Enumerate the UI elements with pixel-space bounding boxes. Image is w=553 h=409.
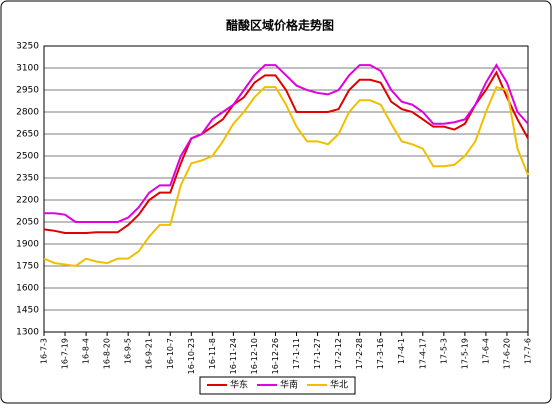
legend-box <box>199 376 356 395</box>
x-tick-label: 17-2-12 <box>334 338 343 369</box>
series-line <box>43 85 529 268</box>
y-tick-label: 2500 <box>16 152 39 162</box>
series-line <box>44 63 529 223</box>
x-tick-label: 17-4-17 <box>418 338 427 369</box>
x-tick-label: 16-11-24 <box>229 338 238 374</box>
y-tick-label: 1450 <box>16 306 39 316</box>
x-tick-label: 16-9-21 <box>145 338 154 369</box>
y-tick-label: 2800 <box>16 108 39 118</box>
y-tick-label: 1750 <box>16 262 39 272</box>
y-tick-label: 1600 <box>16 284 39 294</box>
legend-label: 华南 <box>280 379 298 391</box>
x-tick-label: 17-6-4 <box>481 338 490 364</box>
x-tick-label: 16-8-20 <box>103 338 112 369</box>
y-tick-label: 2950 <box>16 86 39 96</box>
y-tick-label: 2350 <box>16 174 39 184</box>
x-tick-label: 17-5-19 <box>460 338 469 369</box>
y-tick-label: 3250 <box>16 42 39 52</box>
x-tick-label: 17-3-16 <box>376 338 385 369</box>
series-line <box>43 70 529 234</box>
x-tick-label: 16-9-5 <box>124 338 133 364</box>
x-tick-label: 16-7-3 <box>40 338 49 364</box>
x-tick-label: 16-7-19 <box>61 338 70 369</box>
x-tick-label: 17-2-28 <box>355 338 364 369</box>
x-tick-label: 17-1-27 <box>313 338 322 369</box>
x-tick-label: 16-12-10 <box>250 338 259 374</box>
y-tick-label: 2200 <box>16 196 39 206</box>
legend-label: 华东 <box>230 379 248 391</box>
x-tick-label: 16-8-4 <box>82 338 91 364</box>
chart-title: 醋酸区域价格走势图 <box>226 18 334 33</box>
y-tick-label: 2050 <box>16 218 39 228</box>
x-tick-label: 16-12-26 <box>271 338 280 374</box>
x-tick-label: 17-6-20 <box>502 338 511 369</box>
x-tick-label: 16-10-7 <box>166 338 175 369</box>
x-tick-label: 17-4-1 <box>397 338 406 364</box>
x-tick-label: 17-7-6 <box>524 338 533 364</box>
x-tick-label: 17-1-11 <box>292 338 301 369</box>
legend-label: 华北 <box>330 379 348 391</box>
y-tick-label: 2650 <box>16 130 39 140</box>
x-tick-label: 16-10-23 <box>187 338 196 374</box>
y-tick-label: 1300 <box>16 328 39 338</box>
y-tick-label: 3100 <box>16 64 39 74</box>
x-tick-label: 17-5-3 <box>439 338 448 364</box>
x-tick-label: 16-11-8 <box>208 338 217 369</box>
y-tick-label: 1900 <box>16 240 39 250</box>
